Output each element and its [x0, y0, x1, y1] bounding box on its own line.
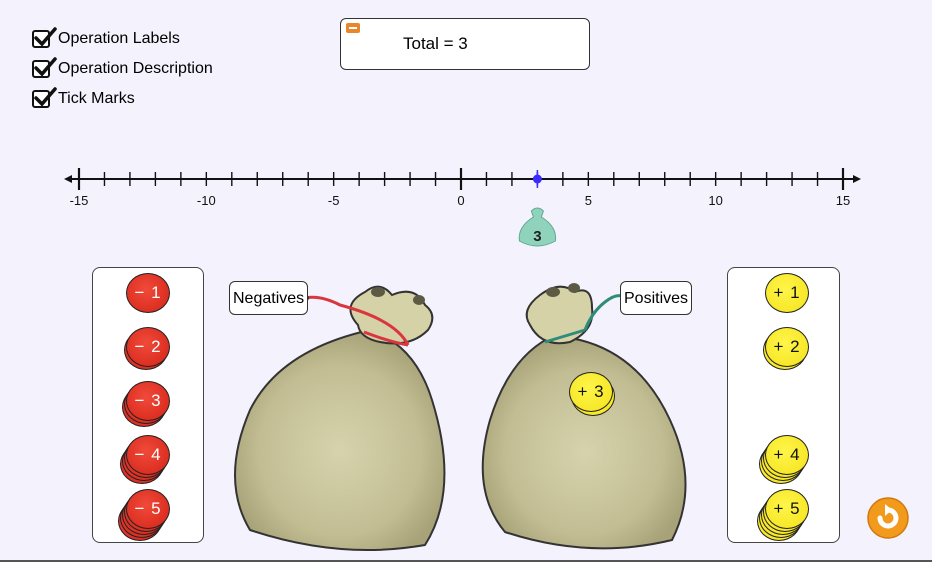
total-panel: Total = 3	[340, 18, 590, 70]
coin-face	[126, 435, 170, 475]
coin-face	[765, 327, 809, 367]
tick-label: -10	[197, 193, 216, 208]
coin-label: − 5	[134, 499, 162, 518]
checkbox-operation-labels-box[interactable]	[32, 27, 57, 48]
coin-face	[126, 489, 170, 529]
check-icon	[34, 27, 57, 47]
reset-icon	[867, 497, 909, 539]
collapse-icon[interactable]	[346, 23, 360, 33]
reset-button[interactable]	[866, 496, 910, 540]
tick-label: -15	[70, 193, 89, 208]
check-icon	[34, 57, 57, 77]
coin-face	[765, 273, 809, 313]
coin-label: + 1	[773, 283, 801, 302]
number-line: -15 -10 -5 0 5 10 15 3	[64, 168, 861, 247]
bottom-divider	[0, 560, 932, 562]
checkbox-tick-marks-label: Tick Marks	[58, 90, 135, 107]
right-arrow-icon	[853, 175, 861, 183]
checkbox-operation-labels[interactable]: Operation Labels	[32, 27, 180, 50]
coin-face	[126, 273, 170, 313]
coin-face	[126, 381, 170, 421]
coin-face	[765, 489, 809, 529]
coin-label: − 2	[134, 337, 162, 356]
marker-bag-icon	[518, 207, 557, 247]
coin-label: + 2	[773, 337, 801, 356]
coin-label: + 5	[773, 499, 801, 518]
left-arrow-icon	[64, 175, 72, 183]
coin-label: + 4	[773, 445, 801, 464]
coin-label: − 3	[134, 391, 162, 410]
checkbox-operation-description[interactable]: Operation Description	[32, 57, 213, 80]
tick-label: 0	[457, 193, 464, 208]
negatives-label: Negatives	[229, 281, 309, 315]
bags-illustration	[234, 283, 687, 551]
tick-label: 10	[708, 193, 722, 208]
total-readout: Total = 3	[403, 34, 468, 53]
checkbox-operation-description-label: Operation Description	[58, 60, 213, 77]
coin-label: − 1	[134, 283, 162, 302]
marker-bag-value: 3	[533, 228, 541, 245]
positive-bag[interactable]	[481, 283, 687, 550]
positives-label: Positives	[620, 281, 693, 315]
tick-label: -5	[328, 193, 340, 208]
tick-label: 15	[836, 193, 850, 208]
checkbox-tick-marks-box[interactable]	[32, 87, 57, 108]
coin-label: − 4	[134, 445, 162, 464]
coin-face	[765, 435, 809, 475]
coin-label: + 3	[577, 382, 605, 401]
check-icon	[34, 87, 57, 107]
checkbox-tick-marks[interactable]: Tick Marks	[32, 87, 135, 110]
tick-label: 5	[585, 193, 592, 208]
checkbox-operation-description-box[interactable]	[32, 57, 57, 78]
negative-bag[interactable]	[234, 285, 446, 551]
checkbox-operation-labels-label: Operation Labels	[58, 30, 180, 47]
coin-face	[126, 327, 170, 367]
coin-face	[569, 372, 613, 412]
